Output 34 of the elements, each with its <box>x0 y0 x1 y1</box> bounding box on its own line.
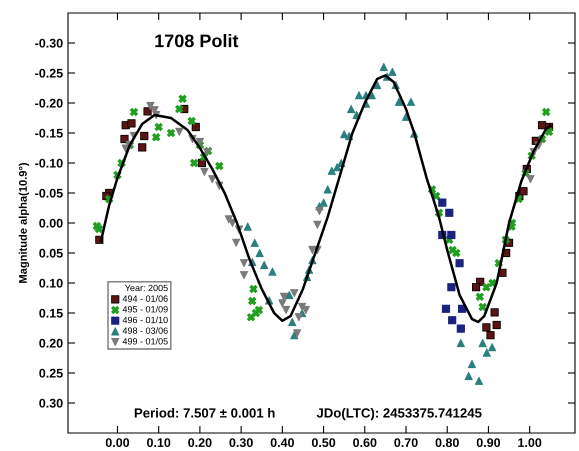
y-tick-label: -0.25 <box>35 68 63 78</box>
annotation: JDo(LTC): 2453375.741245 <box>316 408 482 420</box>
y-tick-label: 0.30 <box>39 398 63 408</box>
x-tick-label: 0.10 <box>147 438 170 448</box>
y-axis-title: Magnitude alpha(10.9°) <box>18 162 30 283</box>
legend-title: Year: 2005 <box>124 284 168 292</box>
x-tick-label: 0.40 <box>270 438 294 448</box>
y-tick-label: 0.00 <box>39 218 63 228</box>
y-tick-label: -0.30 <box>35 38 63 48</box>
annotation: Period: 7.507 ± 0.001 h <box>134 408 275 418</box>
y-tick-label: -0.05 <box>35 188 63 198</box>
y-tick-label: -0.10 <box>35 158 63 168</box>
legend-label: 498 - 03/06 <box>122 327 168 334</box>
y-tick-label: -0.15 <box>35 128 63 138</box>
y-tick-label: 0.10 <box>39 278 63 288</box>
y-tick-label: 0.05 <box>39 248 63 258</box>
x-tick-label: 0.30 <box>229 438 253 448</box>
x-tick-label: 0.70 <box>394 438 418 448</box>
x-tick-label: 0.90 <box>476 438 500 448</box>
legend-label: 495 - 01/09 <box>122 306 168 312</box>
x-tick-label: 0.60 <box>353 438 376 448</box>
y-tick-label: 0.15 <box>39 308 63 318</box>
x-tick-label: 1.00 <box>518 438 542 448</box>
legend-label: 496 - 01/10 <box>122 316 168 324</box>
legend-label: 499 - 01/05 <box>122 338 168 345</box>
y-tick-label: -0.20 <box>35 98 63 108</box>
x-tick-label: 0.20 <box>188 438 212 448</box>
x-tick-label: 0.00 <box>106 438 130 448</box>
text: 1708 Polit <box>155 34 238 48</box>
x-tick-label: 0.50 <box>312 438 336 448</box>
y-tick-label: 0.20 <box>39 338 63 348</box>
legend-label: 494 - 01/06 <box>122 295 168 302</box>
x-tick-label: 0.80 <box>436 438 459 448</box>
y-tick-label: 0.25 <box>39 368 63 378</box>
